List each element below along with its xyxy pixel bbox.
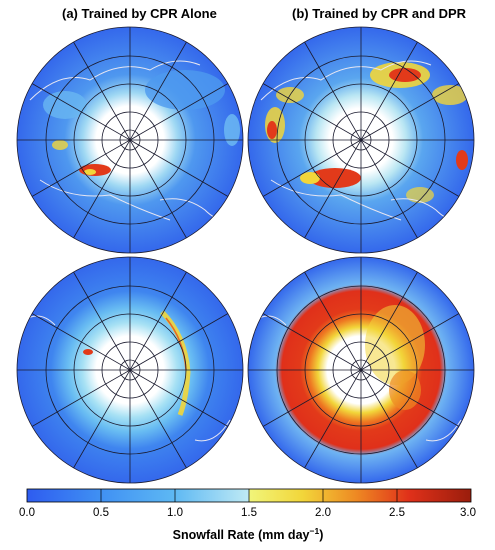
- colorbar-title-exponent: −1: [309, 526, 320, 536]
- panel-b-title: (b) Trained by CPR and DPR: [292, 6, 467, 21]
- colorbar-tick: 0.0: [19, 507, 35, 519]
- colorbar-tick: 1.0: [167, 507, 183, 519]
- map-b-south: [247, 256, 475, 484]
- colorbar-tick: 0.5: [93, 507, 109, 519]
- colorbar-tick: 2.0: [315, 507, 331, 519]
- colorbar-tick: 1.5: [241, 507, 257, 519]
- colorbar-title-main: Snowfall Rate (mm day: [172, 528, 310, 543]
- map-a-south: [16, 256, 244, 484]
- map-b-north: [247, 26, 475, 254]
- colorbar-tick: 3.0: [460, 507, 476, 519]
- colorbar-title-close: ): [319, 528, 324, 543]
- map-a-north: [16, 26, 244, 254]
- panel-a-title: (a) Trained by CPR Alone: [62, 6, 217, 21]
- colorbar-tick: 2.5: [389, 507, 405, 519]
- colorbar: [26, 488, 472, 503]
- colorbar-title: Snowfall Rate (mm day−1): [173, 526, 324, 542]
